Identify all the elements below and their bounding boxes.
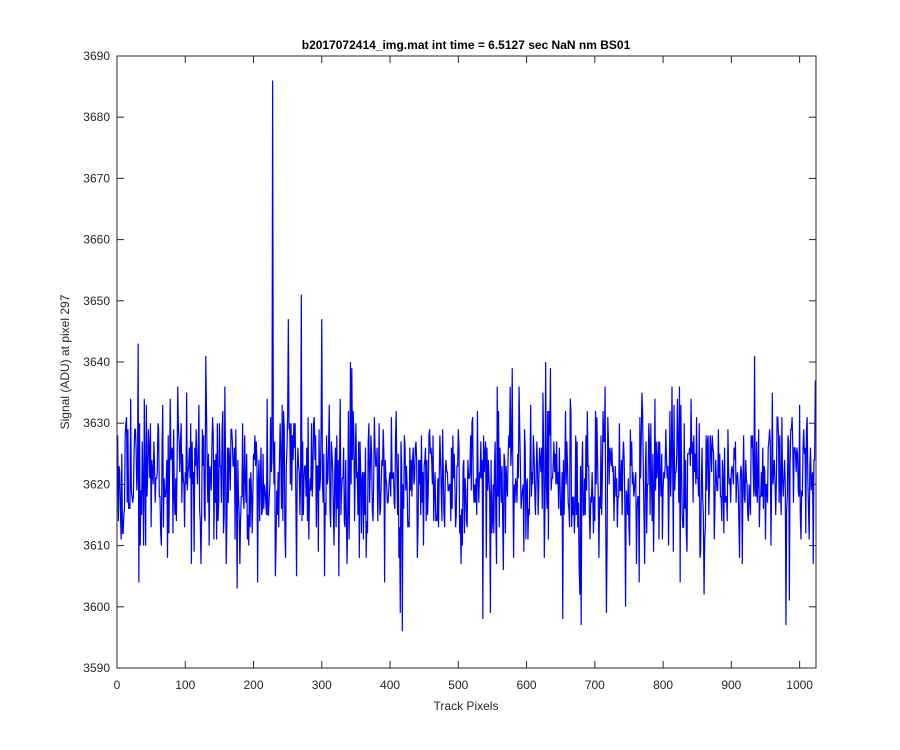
y-tick-label: 3690 bbox=[83, 49, 110, 63]
y-tick-label: 3600 bbox=[83, 600, 110, 614]
y-axis-title: Signal (ADU) at pixel 297 bbox=[58, 294, 72, 429]
x-tick-label: 800 bbox=[653, 678, 673, 692]
x-axis-ticks: 0 100 200 300 400 500 600 700 800 900 1000 bbox=[114, 56, 813, 692]
signal-series-line bbox=[116, 80, 816, 632]
y-tick-label: 3620 bbox=[83, 477, 110, 491]
y-axis-ticks: 3590 3600 3610 3620 3630 3640 3650 3660 3670 3680… bbox=[83, 49, 816, 675]
x-tick-label: 0 bbox=[114, 678, 121, 692]
plot-area bbox=[117, 56, 816, 668]
y-tick-label: 3670 bbox=[83, 171, 110, 185]
x-tick-label: 400 bbox=[380, 678, 400, 692]
x-tick-label: 500 bbox=[448, 678, 468, 692]
y-tick-label: 3590 bbox=[83, 661, 110, 675]
y-tick-label: 3610 bbox=[83, 539, 110, 553]
x-tick-label: 300 bbox=[312, 678, 332, 692]
x-tick-label: 1000 bbox=[786, 678, 813, 692]
y-tick-label: 3650 bbox=[83, 294, 110, 308]
chart-title: b2017072414_img.mat int time = 6.5127 se… bbox=[302, 38, 631, 52]
x-tick-label: 700 bbox=[585, 678, 605, 692]
x-tick-label: 900 bbox=[721, 678, 741, 692]
series-layer bbox=[116, 80, 816, 632]
x-tick-label: 200 bbox=[244, 678, 264, 692]
x-axis-title: Track Pixels bbox=[434, 699, 499, 713]
x-tick-label: 600 bbox=[517, 678, 537, 692]
y-tick-label: 3630 bbox=[83, 416, 110, 430]
y-tick-label: 3640 bbox=[83, 355, 110, 369]
y-tick-label: 3680 bbox=[83, 110, 110, 124]
x-tick-label: 100 bbox=[175, 678, 195, 692]
y-tick-label: 3660 bbox=[83, 233, 110, 247]
